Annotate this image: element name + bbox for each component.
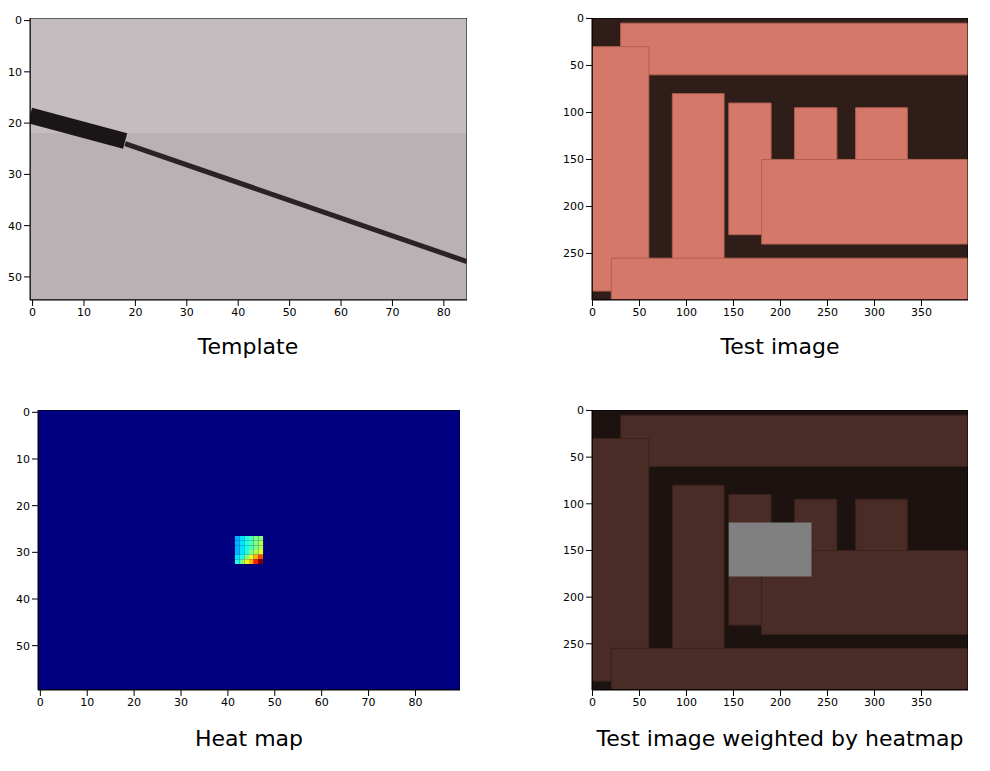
svg-text:50: 50 [632,306,646,319]
svg-text:100: 100 [563,498,584,511]
svg-text:200: 200 [563,591,584,604]
svg-text:30: 30 [16,546,30,559]
svg-text:50: 50 [632,696,646,709]
svg-text:40: 40 [16,593,30,606]
svg-text:50: 50 [570,59,584,72]
svg-text:250: 250 [817,306,838,319]
svg-text:300: 300 [864,696,885,709]
svg-text:250: 250 [563,247,584,260]
svg-text:50: 50 [268,696,282,709]
svg-text:50: 50 [8,271,22,284]
svg-text:150: 150 [563,153,584,166]
html-text:Heat map: Heat map [195,726,303,751]
svg-text:200: 200 [563,200,584,213]
svg-text:50: 50 [570,451,584,464]
svg-text:0: 0 [15,14,22,27]
svg-text:200: 200 [770,696,791,709]
svg-text:30: 30 [8,168,22,181]
svg-text:10: 10 [16,453,30,466]
svg-text:20: 20 [16,500,30,513]
html-text:Template: Template [197,334,299,359]
svg-text:100: 100 [676,696,697,709]
svg-text:0: 0 [589,696,596,709]
svg-text:0: 0 [577,404,584,417]
svg-text:70: 70 [362,696,376,709]
svg-text:300: 300 [864,306,885,319]
svg-text:150: 150 [723,696,744,709]
svg-text:0: 0 [37,696,44,709]
svg-text:20: 20 [128,306,142,319]
svg-text:150: 150 [563,544,584,557]
svg-text:80: 80 [437,306,451,319]
svg-text:10: 10 [8,66,22,79]
svg-text:100: 100 [563,106,584,119]
svg-text:60: 60 [315,696,329,709]
svg-text:50: 50 [16,640,30,653]
svg-text:350: 350 [911,696,932,709]
svg-text:0: 0 [577,12,584,25]
html-text:Test image: Test image [720,334,840,359]
svg-text:40: 40 [8,220,22,233]
svg-text:40: 40 [231,306,245,319]
svg-text:200: 200 [770,306,791,319]
svg-text:40: 40 [221,696,235,709]
svg-text:0: 0 [29,306,36,319]
svg-text:10: 10 [77,306,91,319]
svg-text:250: 250 [817,696,838,709]
svg-text:350: 350 [911,306,932,319]
svg-text:60: 60 [334,306,348,319]
svg-text:0: 0 [23,406,30,419]
svg-text:20: 20 [8,117,22,130]
svg-text:70: 70 [385,306,399,319]
svg-text:10: 10 [80,696,94,709]
svg-text:100: 100 [676,306,697,319]
svg-text:30: 30 [174,696,188,709]
svg-text:250: 250 [563,638,584,651]
svg-text:0: 0 [589,306,596,319]
svg-text:20: 20 [127,696,141,709]
svg-text:150: 150 [723,306,744,319]
html-text:Test image weighted by heatmap: Test image weighted by heatmap [596,726,964,751]
svg-text:50: 50 [283,306,297,319]
svg-text:80: 80 [408,696,422,709]
svg-text:30: 30 [180,306,194,319]
